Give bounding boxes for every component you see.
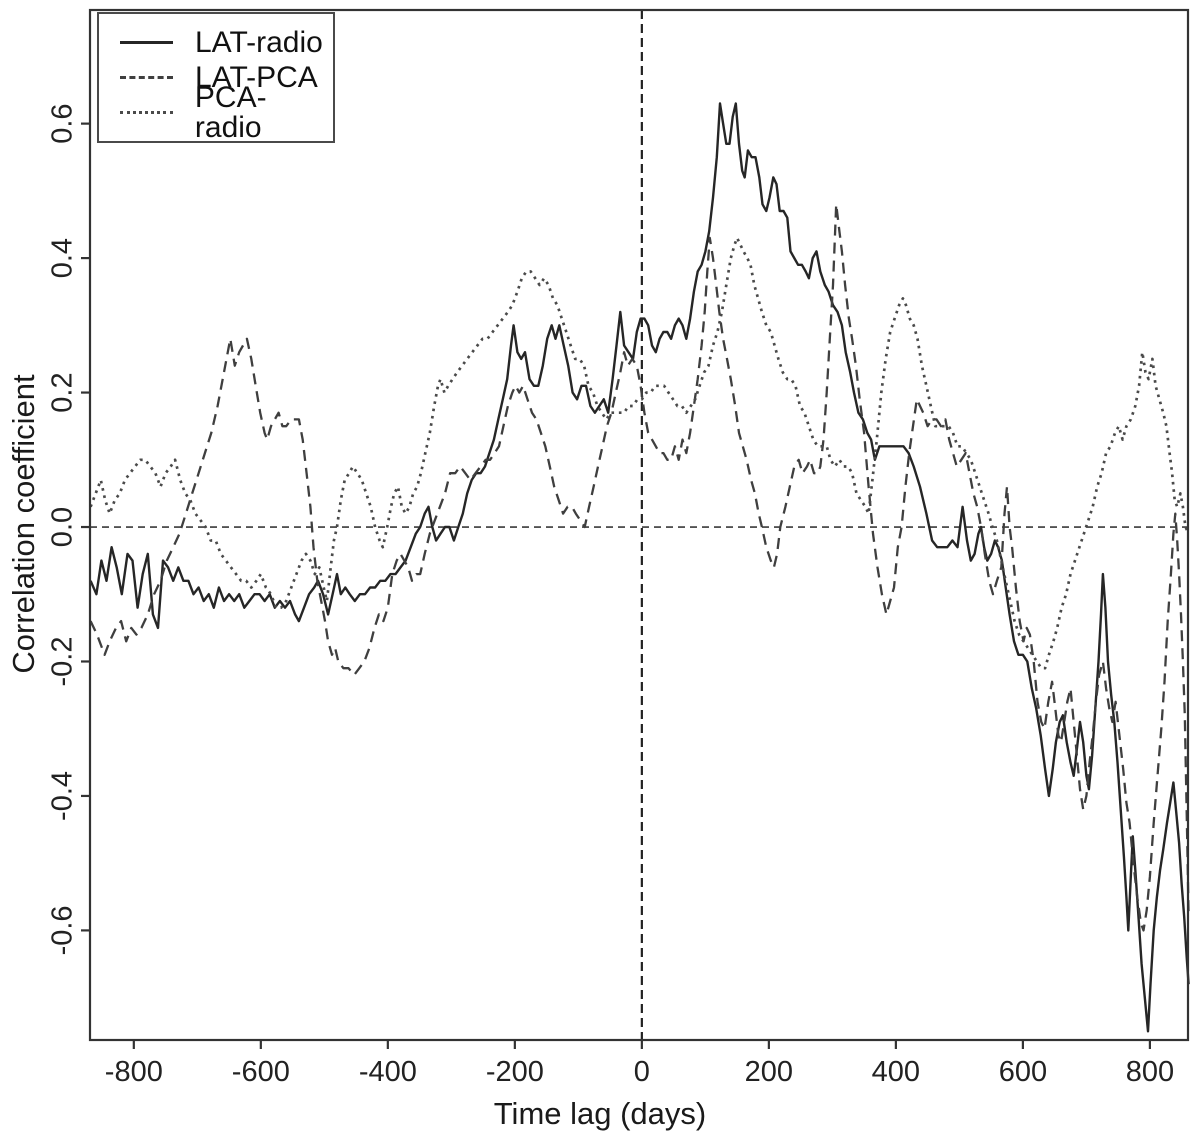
legend-item-lat-pca: LAT-PCA [99,60,333,95]
solid-line-swatch-icon [120,41,173,44]
x-tick-label: -400 [359,1056,417,1088]
y-tick-label: 0.6 [47,103,79,143]
y-tick-label: 0.2 [47,372,79,412]
x-tick-label: 600 [999,1056,1047,1088]
y-tick-label: 0.4 [47,238,79,278]
dotted-line-swatch-icon [120,111,173,114]
y-tick-label: -0.6 [47,905,79,955]
x-tick-label: -800 [105,1056,163,1088]
x-tick-label: 200 [745,1056,793,1088]
x-tick-label: -600 [232,1056,290,1088]
legend-label: LAT-PCA [195,60,318,94]
dashed-line-swatch-icon [120,76,173,79]
legend-item-pca-radio: PCA-radio [99,82,333,142]
y-tick-label: 0.0 [47,507,79,547]
series-LAT-PCA [89,203,1190,932]
y-tick-label: -0.4 [47,771,79,821]
x-tick-label: 400 [872,1056,920,1088]
x-tick-label: -200 [486,1056,544,1088]
y-tick-label: -0.2 [47,636,79,686]
y-axis-label: Correlation coefficient [6,374,41,674]
legend: LAT-radio LAT-PCA PCA-radio [97,12,335,143]
x-tick-label: 800 [1126,1056,1174,1088]
legend-label: PCA-radio [194,80,267,144]
series-LAT-radio [89,102,1190,1033]
legend-item-lat-radio: LAT-radio [99,25,333,60]
series-PCA-radio [89,236,1190,670]
legend-label: LAT-radio [195,25,323,59]
plot-border [88,8,1190,1042]
x-axis-label: Time lag (days) [493,1096,707,1131]
x-tick-label: 0 [634,1056,650,1088]
